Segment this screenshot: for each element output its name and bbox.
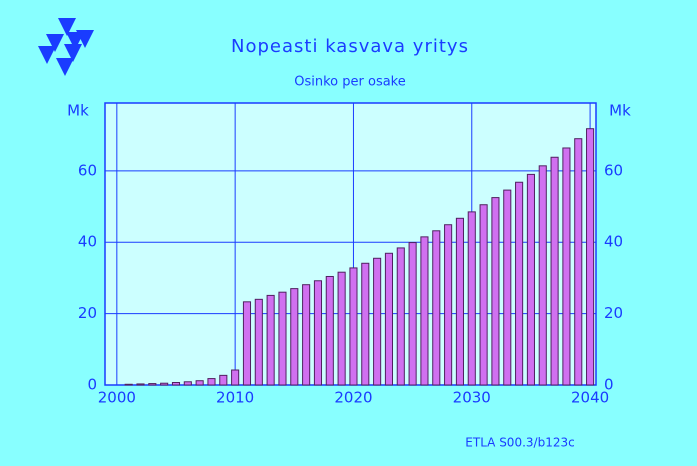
footer: ETLA S00.3/b123c <box>465 436 574 450</box>
bar <box>219 374 228 386</box>
y2-tick-label: 60 <box>604 161 623 179</box>
bar <box>432 230 441 386</box>
x-tick-label: 2040 <box>571 389 609 407</box>
bar <box>349 267 358 386</box>
logo <box>38 18 94 76</box>
bar <box>408 242 417 386</box>
bar <box>195 380 204 386</box>
x-tick-label: 2010 <box>216 389 254 407</box>
y2-tick-label: 0 <box>604 376 614 394</box>
bar <box>479 204 488 386</box>
bar <box>550 156 559 386</box>
bar <box>586 128 595 386</box>
bar <box>242 301 252 386</box>
bar <box>574 138 583 386</box>
bar <box>361 262 370 386</box>
bar <box>266 294 275 386</box>
bar <box>515 181 524 386</box>
y-tick-label: 60 <box>78 161 97 179</box>
bar <box>278 291 287 386</box>
bar <box>337 271 346 386</box>
bar <box>171 382 181 386</box>
x-tick-label: 2030 <box>453 389 491 407</box>
bar <box>396 247 405 386</box>
bar <box>503 189 512 386</box>
bar <box>183 381 192 386</box>
y2-tick-label: 20 <box>604 304 623 322</box>
bar <box>491 197 500 386</box>
bar <box>160 382 169 386</box>
bar <box>444 224 453 386</box>
chart-title: Nopeasti kasvava yritys <box>231 36 469 57</box>
y-tick-label: 20 <box>78 304 97 322</box>
y-tick-label: 40 <box>78 233 97 251</box>
bar <box>148 383 157 386</box>
bar <box>136 383 145 386</box>
y2-tick-label: 40 <box>604 233 623 251</box>
bar <box>325 275 334 386</box>
x-tick-label: 2000 <box>98 389 136 407</box>
bar <box>562 147 571 386</box>
bar <box>455 217 464 386</box>
bar <box>538 165 547 386</box>
bar <box>373 257 382 386</box>
bar <box>207 378 216 386</box>
bar <box>231 369 240 386</box>
bar <box>467 211 476 386</box>
y-axis-label: Mk <box>67 102 89 120</box>
bar <box>420 236 429 386</box>
bar <box>290 288 299 386</box>
bar <box>254 298 263 386</box>
x-tick-label: 2020 <box>334 389 372 407</box>
bar <box>313 280 323 386</box>
y2-axis-label: Mk <box>609 102 631 120</box>
y-tick-label: 0 <box>87 376 97 394</box>
bar <box>526 173 535 386</box>
bar <box>302 284 311 386</box>
bar <box>124 383 133 386</box>
chart-subtitle: Osinko per osake <box>294 75 406 90</box>
bar <box>384 252 394 386</box>
